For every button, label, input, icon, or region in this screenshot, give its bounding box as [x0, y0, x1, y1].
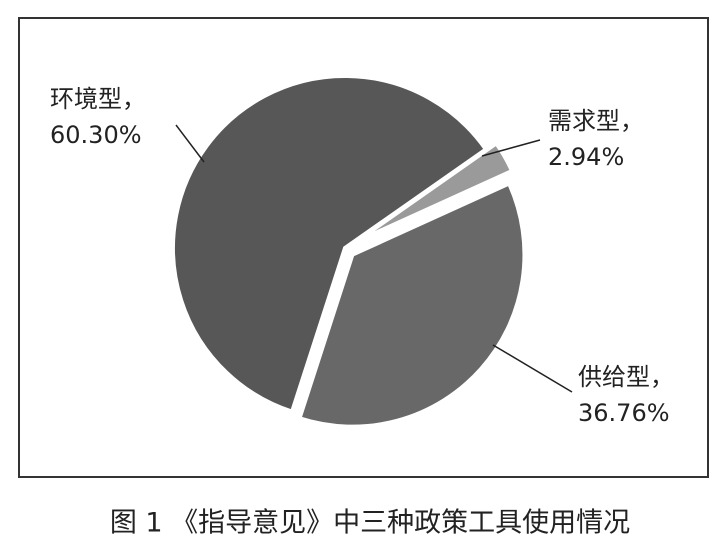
- value-label: 60.30%: [50, 121, 142, 149]
- leader-line: [481, 139, 541, 157]
- pie-slice: [297, 180, 527, 429]
- slice-label: 供给型，: [578, 363, 674, 391]
- leader-line: [175, 124, 205, 163]
- value-label: 2.94%: [548, 143, 624, 171]
- leader-line: [492, 344, 573, 393]
- chart-title: 图 1 《指导意见》中三种政策工具使用情况: [110, 508, 630, 539]
- pie-slice: [354, 140, 515, 244]
- pie-slice: [171, 74, 489, 415]
- slice-label: 需求型，: [548, 107, 644, 135]
- slice-label: 环境型，: [50, 85, 146, 113]
- value-label: 36.76%: [578, 399, 670, 427]
